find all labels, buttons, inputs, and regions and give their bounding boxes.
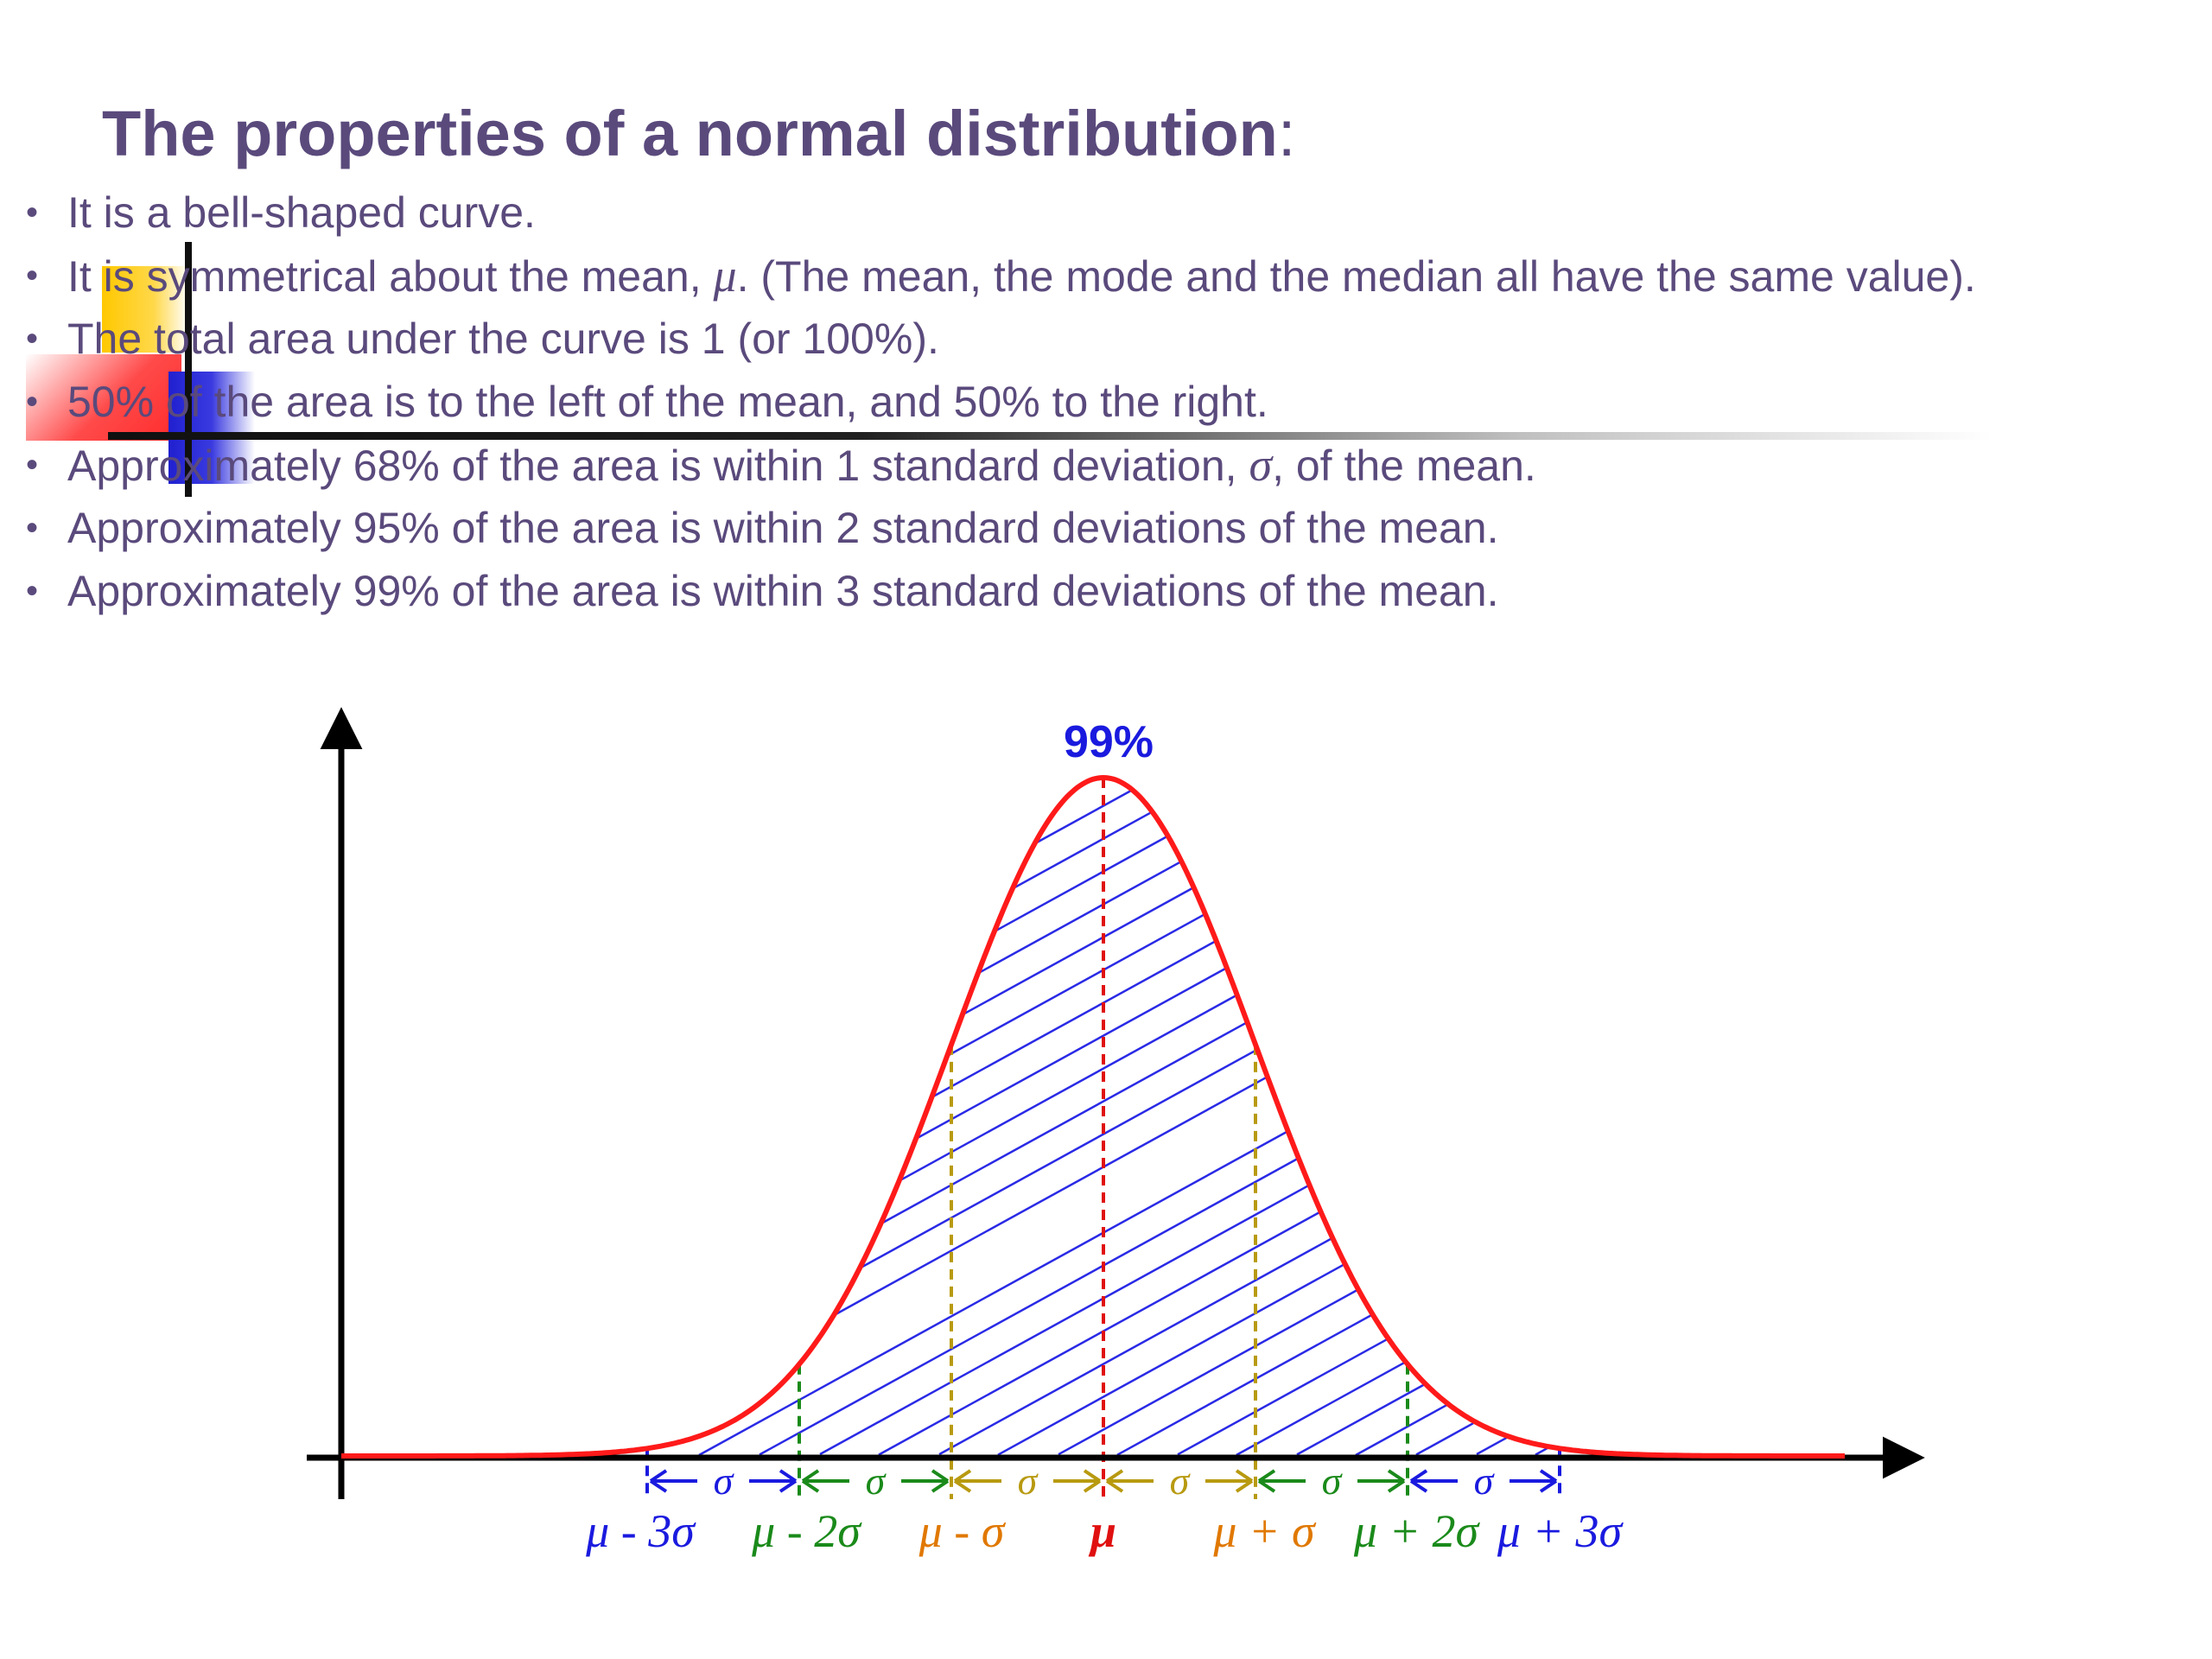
peak-percent-label: 99%	[1064, 717, 1154, 767]
bullet-text: Approximately 99% of the area is within …	[67, 567, 1499, 615]
list-item: • The total area under the curve is 1 (or…	[21, 308, 1976, 371]
bullet-text: It is a bell-shaped curve.	[67, 188, 536, 237]
decor-yellow-square	[102, 266, 188, 353]
hatch-line	[1535, 1446, 1548, 1456]
hatch-line	[881, 1021, 1248, 1224]
tick-label: μ - 2σ	[751, 1505, 862, 1557]
hatch-line	[995, 835, 1168, 931]
hatch-line	[900, 994, 1237, 1181]
bullet-dot-icon: •	[26, 194, 39, 232]
shaded-area-hatching	[698, 789, 1548, 1457]
decor-blue-square	[168, 372, 255, 484]
bullet-text-post: , of the mean.	[1272, 442, 1536, 490]
hatch-line	[1415, 1422, 1474, 1456]
arrow-left-head-icon	[1105, 1469, 1124, 1493]
bullet-dot-icon: •	[26, 509, 39, 547]
arrow-left-head-icon	[801, 1469, 820, 1493]
bullet-text-pre: It is symmetrical about the mean,	[67, 252, 714, 301]
bullet-text-pre: Approximately 68% of the area is within …	[67, 442, 1249, 490]
hatch-line	[835, 1077, 1267, 1316]
arrow-right-head-icon	[1387, 1469, 1406, 1493]
sigma-interval-arrow: σ	[649, 1459, 798, 1503]
tick-labels: μ - 3σ μ - 2σ μ - σ μ μ + σ μ + 2σ μ + 3σ	[585, 1505, 1624, 1557]
property-list: • It is a bell-shaped curve. • It is symme…	[21, 181, 1976, 623]
arrow-left-head-icon	[1257, 1469, 1276, 1493]
decor-horizontal-line	[108, 432, 1992, 440]
hatch-line	[1116, 1314, 1372, 1456]
sigma-interval-arrow: σ	[801, 1459, 950, 1503]
hatch-line	[1355, 1403, 1448, 1457]
bullet-dot-icon: •	[26, 383, 39, 421]
hatch-line	[759, 1158, 1298, 1456]
sigma-label: σ	[1474, 1459, 1496, 1503]
hatch-line	[978, 861, 1180, 974]
sigma-drop-lines	[645, 778, 1561, 1499]
sigma-label: σ	[866, 1459, 887, 1503]
arrow-right-head-icon	[1539, 1469, 1558, 1493]
sigma-label: σ	[1018, 1459, 1039, 1503]
bullet-dot-icon: •	[26, 446, 39, 484]
arrow-left-head-icon	[953, 1469, 972, 1493]
arrow-right-head-icon	[931, 1469, 950, 1493]
bullet-dot-icon: •	[26, 257, 39, 295]
hatch-line	[938, 1237, 1332, 1456]
bullet-text-post: . (The mean, the mode and the median all…	[736, 252, 1976, 301]
hatch-line	[1296, 1382, 1426, 1456]
sigma-label: σ	[714, 1459, 735, 1503]
hatch-line	[963, 887, 1194, 1015]
sigma-interval-arrow: σ	[953, 1459, 1102, 1503]
bullet-text: 50% of the area is to the left of the me…	[67, 378, 1268, 426]
hatch-line	[931, 940, 1217, 1098]
slide-title: The properties of a normal distribution:	[102, 97, 1295, 170]
hatch-line	[819, 1184, 1310, 1456]
arrow-left-head-icon	[649, 1469, 668, 1493]
hatch-line	[1476, 1436, 1509, 1456]
tick-label: μ - σ	[918, 1505, 1007, 1557]
tick-label: μ - 3σ	[585, 1505, 696, 1557]
list-item: • 50% of the area is to the left of the m…	[21, 371, 1976, 434]
list-item: • It is a bell-shaped curve.	[21, 181, 1976, 245]
bullet-dot-icon: •	[26, 572, 39, 610]
sigma-interval-arrow: σ	[1409, 1459, 1558, 1503]
arrow-right-head-icon	[1235, 1469, 1254, 1493]
tick-label: μ	[1088, 1505, 1116, 1557]
hatch-line	[878, 1211, 1320, 1456]
sigma-interval-arrow: σ	[1257, 1459, 1406, 1503]
sigma-label: σ	[1170, 1459, 1192, 1503]
arrow-left-head-icon	[1409, 1469, 1428, 1493]
slide-title-text: The properties of a normal distribution	[102, 98, 1278, 169]
bullet-dot-icon: •	[26, 320, 39, 358]
hatch-line	[1058, 1288, 1358, 1456]
hatch-line	[1177, 1338, 1388, 1456]
bullet-text: The total area under the curve is 1 (or …	[67, 315, 939, 363]
sigma-label: σ	[1322, 1459, 1344, 1503]
tick-label: μ + σ	[1212, 1505, 1317, 1557]
tick-label: μ + 3σ	[1497, 1505, 1624, 1557]
mu-symbol: μ	[713, 250, 737, 302]
hatch-line	[1013, 810, 1153, 889]
arrow-right-head-icon	[779, 1469, 798, 1493]
list-item: • Approximately 95% of the area is within…	[21, 497, 1976, 560]
arrow-right-head-icon	[1083, 1469, 1102, 1493]
slide-title-colon: :	[1277, 98, 1296, 169]
decor-red-square	[26, 354, 181, 441]
bullet-text: Approximately 95% of the area is within …	[67, 504, 1499, 552]
hatch-line	[861, 1049, 1256, 1268]
hatch-line	[1035, 789, 1132, 844]
hatch-line	[947, 913, 1205, 1057]
list-item: • It is symmetrical about the mean, μ. (T…	[21, 245, 1976, 308]
hatch-line	[997, 1263, 1344, 1456]
decor-vertical-line	[185, 242, 192, 497]
list-item: • Approximately 68% of the area is within…	[21, 434, 1976, 497]
tick-label: μ + 2σ	[1353, 1505, 1481, 1557]
hatch-line	[916, 967, 1227, 1140]
sigma-interval-arrow: σ	[1105, 1459, 1254, 1503]
list-item: • Approximately 99% of the area is within…	[21, 560, 1976, 623]
sigma-symbol: σ	[1249, 439, 1273, 491]
hatch-line	[1236, 1362, 1405, 1456]
bell-curve	[341, 774, 1845, 1459]
hatch-line	[698, 1130, 1287, 1457]
